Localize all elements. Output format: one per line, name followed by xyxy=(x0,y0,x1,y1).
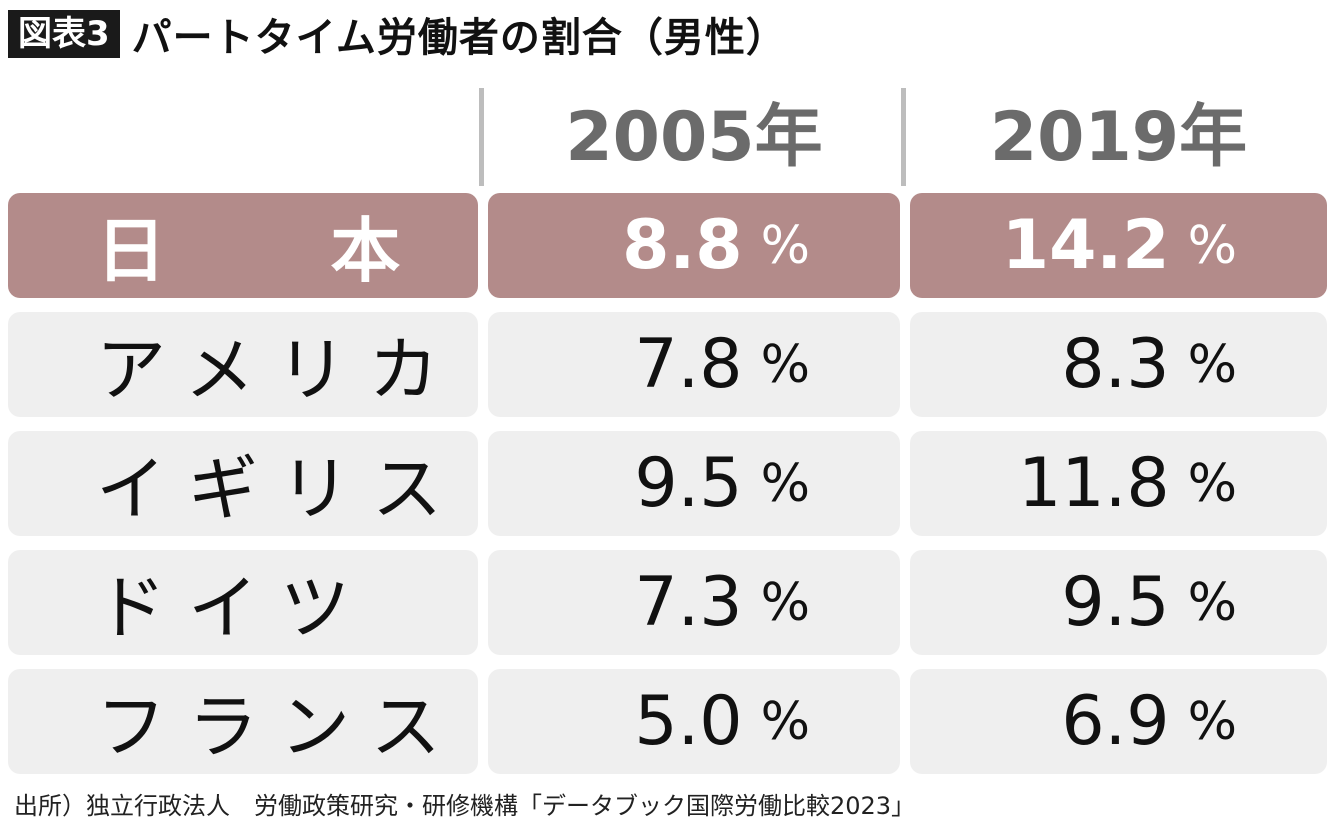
country-label: ドイツ xyxy=(8,550,478,655)
value-number: 7.8 xyxy=(634,325,743,404)
percent-unit: % xyxy=(760,215,810,276)
column-divider xyxy=(479,88,484,186)
source-note: 出所）独立行政法人 労働政策研究・研修機構「データブック国際労働比較2023」 xyxy=(14,792,916,820)
country-label: アメリカ xyxy=(8,312,478,417)
value-number: 6.9 xyxy=(1061,682,1170,761)
value-cell: 11.8% xyxy=(910,431,1327,536)
value-cell: 8.3% xyxy=(910,312,1327,417)
country-label: 日 本 xyxy=(8,193,478,298)
figure-title: パートタイム労働者の割合（男性） xyxy=(131,15,787,61)
column-header-2019: 2019年 xyxy=(989,98,1248,177)
value-cell: 8.8% xyxy=(488,193,900,298)
value-number: 5.0 xyxy=(634,682,743,761)
country-label: イギリス xyxy=(8,431,478,536)
value-cell: 6.9% xyxy=(910,669,1327,774)
value-number: 14.2 xyxy=(1001,206,1170,285)
percent-unit: % xyxy=(760,691,810,752)
chart-title: 図表3 パートタイム労働者の割合（男性） xyxy=(8,8,787,61)
percent-unit: % xyxy=(760,453,810,514)
value-cell: 9.5% xyxy=(488,431,900,536)
country-label: フランス xyxy=(8,669,478,774)
value-cell: 7.8% xyxy=(488,312,900,417)
value-cell: 14.2% xyxy=(910,193,1327,298)
percent-unit: % xyxy=(1187,215,1237,276)
value-number: 9.5 xyxy=(634,444,743,523)
percent-unit: % xyxy=(1187,691,1237,752)
column-divider xyxy=(901,88,906,186)
percent-unit: % xyxy=(1187,334,1237,395)
percent-unit: % xyxy=(1187,453,1237,514)
column-header-2005: 2005年 xyxy=(565,98,823,177)
value-cell: 9.5% xyxy=(910,550,1327,655)
value-number: 8.3 xyxy=(1061,325,1170,404)
value-cell: 5.0% xyxy=(488,669,900,774)
value-number: 9.5 xyxy=(1061,563,1170,642)
percent-unit: % xyxy=(760,334,810,395)
percent-unit: % xyxy=(760,572,810,633)
value-number: 11.8 xyxy=(1018,444,1170,523)
value-number: 7.3 xyxy=(634,563,743,642)
percent-unit: % xyxy=(1187,572,1237,633)
figure-number-badge: 図表3 xyxy=(8,10,120,58)
value-number: 8.8 xyxy=(622,206,743,285)
value-cell: 7.3% xyxy=(488,550,900,655)
